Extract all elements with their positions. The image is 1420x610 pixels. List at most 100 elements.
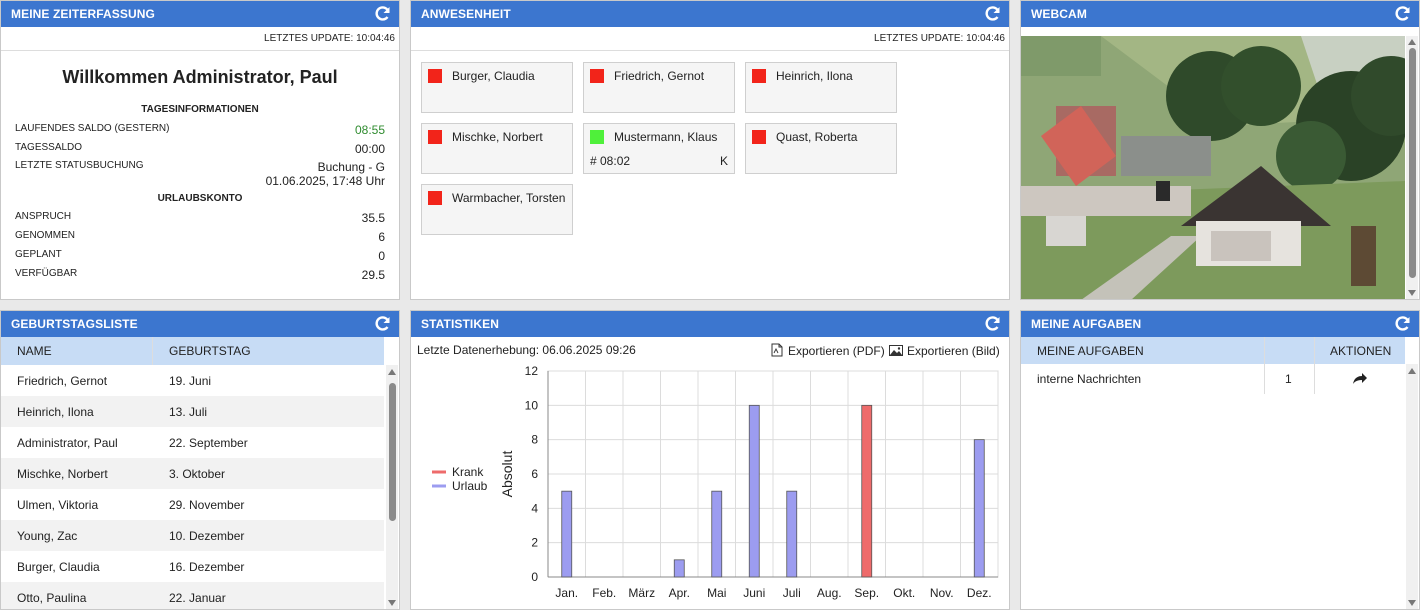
cell-name: Heinrich, Ilona xyxy=(17,405,94,419)
task-name: interne Nachrichten xyxy=(1037,372,1142,386)
scroll-thumb[interactable] xyxy=(389,383,396,521)
webcam-panel: WEBCAM xyxy=(1020,0,1420,300)
x-tick-label: Juli xyxy=(783,586,801,600)
x-tick-label: März xyxy=(628,586,655,600)
attendance-card[interactable]: Mustermann, Klaus # 08:02 K xyxy=(583,123,735,174)
label: LAUFENDES SALDO (GESTERN) xyxy=(15,123,170,134)
table-row[interactable]: Young, Zac 10. Dezember xyxy=(1,520,384,551)
status-code: K xyxy=(719,154,728,168)
value: 00:00 xyxy=(354,142,385,156)
bar-urlaub xyxy=(973,439,985,578)
column-name[interactable]: NAME xyxy=(17,344,52,358)
last-update: LETZTES UPDATE: 10:04:46 xyxy=(411,27,1009,51)
bar-krank xyxy=(861,404,873,578)
scroll-up-icon[interactable] xyxy=(1408,39,1416,45)
status-indicator xyxy=(590,130,604,144)
export-pdf-button[interactable]: Exportieren (PDF) xyxy=(770,343,885,358)
export-image-button[interactable]: Exportieren (Bild) xyxy=(889,343,1000,358)
checkin-time: # 08:02 xyxy=(590,154,631,168)
label: GENOMMEN xyxy=(15,230,75,241)
person-name: Mustermann, Klaus xyxy=(614,130,718,144)
tasks-table-header: MEINE AUFGABEN AKTIONEN xyxy=(1021,337,1405,364)
tasks-scrollbar[interactable] xyxy=(1406,364,1418,609)
task-row[interactable]: interne Nachrichten 1 xyxy=(1021,364,1405,394)
attendance-card[interactable]: Quast, Roberta xyxy=(745,123,897,174)
welcome-title: Willkommen Administrator, Paul xyxy=(62,67,338,87)
image-icon xyxy=(889,345,903,356)
column-birthday[interactable]: GEBURTSTAG xyxy=(169,344,251,358)
panel-title: WEBCAM xyxy=(1031,7,1087,21)
refresh-icon[interactable] xyxy=(1393,314,1413,334)
last-update: LETZTES UPDATE: 10:04:46 xyxy=(1,27,399,51)
y-tick-label: 4 xyxy=(531,501,538,515)
x-tick-label: Aug. xyxy=(817,586,842,600)
table-row[interactable]: Burger, Claudia 16. Dezember xyxy=(1,551,384,582)
attendance-card[interactable]: Heinrich, Ilona xyxy=(745,62,897,113)
cell-birthday: 19. Juni xyxy=(169,374,212,388)
scroll-up-icon[interactable] xyxy=(388,369,396,375)
scroll-down-icon[interactable] xyxy=(1408,290,1416,296)
bar-urlaub xyxy=(711,490,723,578)
cell-birthday: 22. Januar xyxy=(169,591,226,605)
label: VERFÜGBAR xyxy=(15,268,78,279)
booking-type: Buchung - G xyxy=(317,160,385,174)
attendance-card[interactable]: Mischke, Norbert xyxy=(421,123,573,174)
scroll-down-icon[interactable] xyxy=(1408,600,1416,606)
status-indicator xyxy=(428,69,442,83)
tasks-header: MEINE AUFGABEN xyxy=(1021,311,1419,337)
export-pdf-label: Exportieren (PDF) xyxy=(788,344,885,358)
refresh-icon[interactable] xyxy=(983,4,1003,24)
attendance-panel: ANWESENHEIT LETZTES UPDATE: 10:04:46 Bur… xyxy=(410,0,1010,300)
person-name: Burger, Claudia xyxy=(452,69,535,83)
y-tick-label: 2 xyxy=(531,536,538,550)
table-row[interactable]: Mischke, Norbert 3. Oktober xyxy=(1,458,384,489)
panel-title: MEINE ZEITERFASSUNG xyxy=(11,7,155,21)
refresh-icon[interactable] xyxy=(983,314,1003,334)
attendance-card[interactable]: Friedrich, Gernot xyxy=(583,62,735,113)
birthday-header: GEBURTSTAGSLISTE xyxy=(1,311,399,337)
birthday-scrollbar[interactable] xyxy=(386,365,398,609)
refresh-icon[interactable] xyxy=(1393,4,1413,24)
webcam-scrollbar[interactable] xyxy=(1406,36,1418,299)
attendance-card[interactable]: Burger, Claudia xyxy=(421,62,573,113)
label: TAGESSALDO xyxy=(15,142,83,153)
status-indicator xyxy=(590,69,604,83)
webcam-header: WEBCAM xyxy=(1021,1,1419,27)
day-info-heading: TAGESINFORMATIONEN xyxy=(141,104,259,115)
refresh-icon[interactable] xyxy=(373,4,393,24)
scroll-thumb[interactable] xyxy=(1409,48,1416,278)
webcam-image xyxy=(1021,36,1405,299)
attendance-card[interactable]: Warmbacher, Torsten xyxy=(421,184,573,235)
table-row[interactable]: Ulmen, Viktoria 29. November xyxy=(1,489,384,520)
task-count: 1 xyxy=(1285,372,1292,386)
person-name: Quast, Roberta xyxy=(776,130,858,144)
column-tasks[interactable]: MEINE AUFGABEN xyxy=(1037,344,1144,358)
table-row[interactable]: Administrator, Paul 22. September xyxy=(1,427,384,458)
scroll-down-icon[interactable] xyxy=(388,600,396,606)
cell-name: Ulmen, Viktoria xyxy=(17,498,99,512)
label: ANSPRUCH xyxy=(15,211,72,222)
value: 35.5 xyxy=(361,211,385,225)
booking-date: 01.06.2025, 17:48 Uhr xyxy=(265,174,385,188)
bar-urlaub xyxy=(673,559,685,578)
forward-icon[interactable] xyxy=(1352,372,1368,386)
vacation-heading: URLAUBSKONTO xyxy=(157,193,243,204)
column-divider xyxy=(1314,337,1315,394)
scroll-up-icon[interactable] xyxy=(1408,368,1416,374)
table-row[interactable]: Friedrich, Gernot 19. Juni xyxy=(1,365,384,396)
cell-name: Burger, Claudia xyxy=(17,560,100,574)
cell-birthday: 13. Juli xyxy=(169,405,208,419)
attendance-header: ANWESENHEIT xyxy=(411,1,1009,27)
person-name: Mischke, Norbert xyxy=(452,130,543,144)
x-tick-label: Apr. xyxy=(669,586,690,600)
time-tracking-panel: MEINE ZEITERFASSUNG LETZTES UPDATE: 10:0… xyxy=(0,0,400,300)
table-row[interactable]: Otto, Paulina 22. Januar xyxy=(1,582,384,609)
table-row[interactable]: Heinrich, Ilona 13. Juli xyxy=(1,396,384,427)
birthday-panel: GEBURTSTAGSLISTE NAME GEBURTSTAG Friedri… xyxy=(0,310,400,610)
column-actions[interactable]: AKTIONEN xyxy=(1330,344,1392,358)
cell-name: Otto, Paulina xyxy=(17,591,87,605)
data-collected-label: Letzte Datenerhebung: 06.06.2025 09:26 xyxy=(417,343,636,357)
label: LETZTE STATUSBUCHUNG xyxy=(15,160,144,171)
refresh-icon[interactable] xyxy=(373,314,393,334)
y-tick-label: 10 xyxy=(525,398,539,412)
